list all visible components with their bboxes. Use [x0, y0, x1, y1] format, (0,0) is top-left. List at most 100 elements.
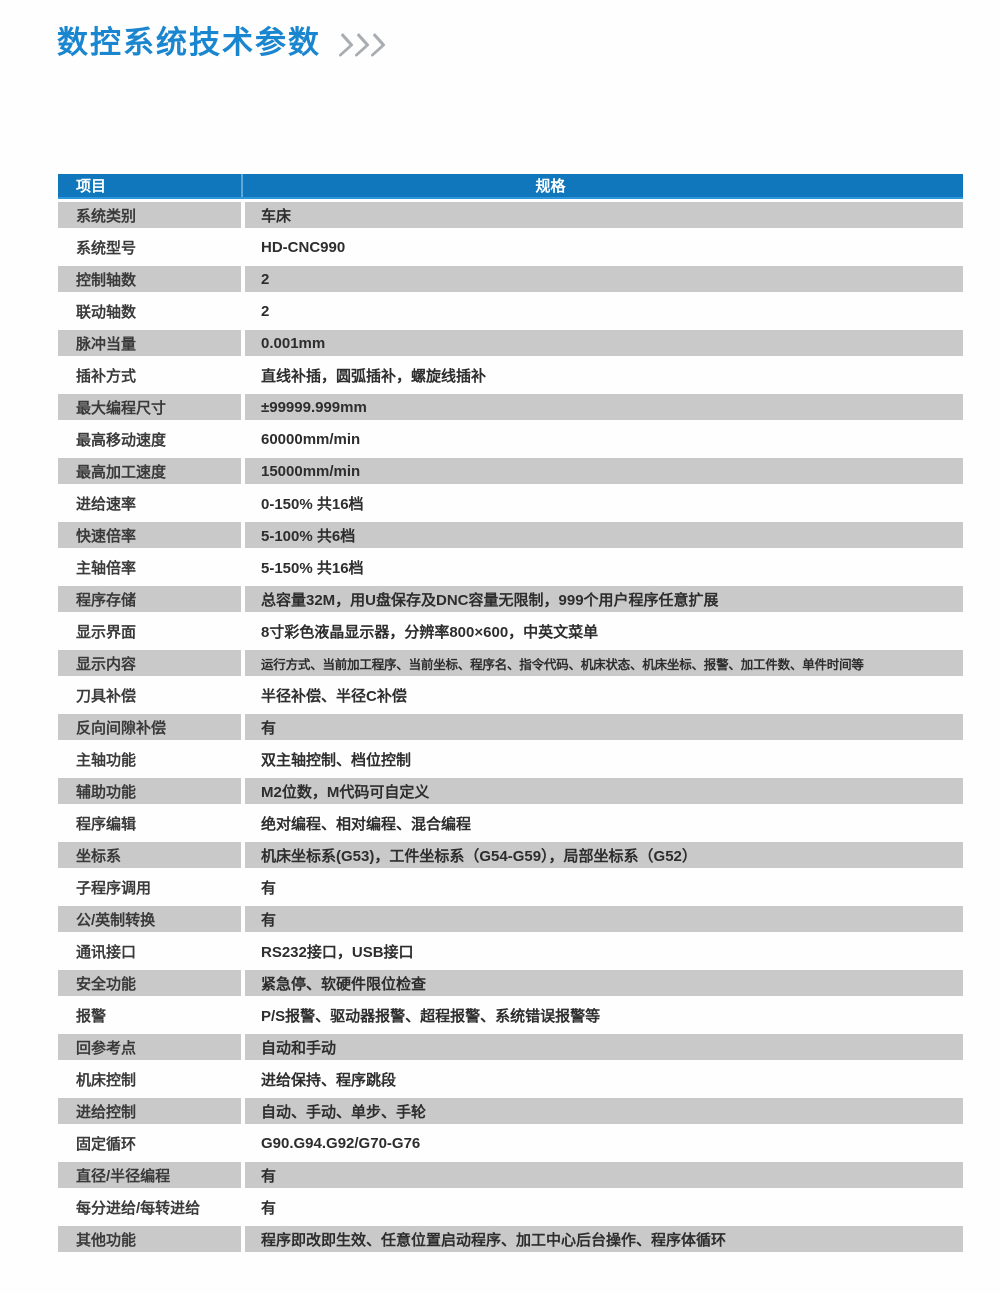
row-spec-value: M2位数，M代码可自定义: [245, 778, 963, 804]
row-spec-value: 2: [245, 266, 963, 292]
page-title: 数控系统技术参数: [57, 25, 321, 60]
row-item-label: 子程序调用: [76, 879, 152, 897]
row-item-label: 固定循环: [76, 1135, 137, 1153]
triple-chevron-right-icon: [338, 33, 386, 57]
row-spec-value: 有: [245, 906, 963, 932]
row-item-label: 最高加工速度: [58, 458, 241, 484]
row-spec-value: HD-CNC990: [261, 238, 346, 256]
row-item-label: 显示界面: [76, 623, 137, 641]
row-spec-value: 机床坐标系(G53)，工件坐标系（G54-G59），局部坐标系（G52）: [245, 842, 963, 868]
row-spec-value: 0-150% 共16档: [261, 495, 364, 513]
row-spec-value: RS232接口，USB接口: [261, 943, 414, 961]
row-spec-value: 有: [261, 1199, 277, 1217]
table-row: 联动轴数 2: [58, 298, 963, 324]
row-item-label: 程序存储: [58, 586, 241, 612]
row-spec-value: 双主轴控制、档位控制: [261, 751, 412, 769]
row-item-label: 系统类别: [58, 202, 241, 228]
table-row: 安全功能 紧急停、软硬件限位检查: [58, 970, 963, 996]
row-item-label: 机床控制: [76, 1071, 137, 1089]
row-spec-value: 运行方式、当前加工程序、当前坐标、程序名、指令代码、机床状态、机床坐标、报警、加…: [245, 650, 963, 676]
table-row: 机床控制 进给保持、程序跳段: [58, 1066, 963, 1092]
row-spec-value: 5-100% 共6档: [245, 522, 963, 548]
table-row: 主轴功能 双主轴控制、档位控制: [58, 746, 963, 772]
row-item-label: 辅助功能: [58, 778, 241, 804]
row-spec-value: 8寸彩色液晶显示器，分辨率800×600，中英文菜单: [261, 623, 599, 641]
table-row: 插补方式 直线补插，圆弧插补，螺旋线插补: [58, 362, 963, 388]
row-item-label: 脉冲当量: [58, 330, 241, 356]
row-spec-value: 自动、手动、单步、手轮: [245, 1098, 963, 1124]
row-item-label: 最高移动速度: [76, 431, 167, 449]
row-item-label: 最大编程尺寸: [58, 394, 241, 420]
row-spec-value: ±99999.999mm: [245, 394, 963, 420]
table-row: 其他功能 程序即改即生效、任意位置启动程序、加工中心后台操作、程序体循环: [58, 1226, 963, 1252]
table-row: 直径/半径编程有: [58, 1162, 963, 1188]
table-row: 反向间隙补偿有: [58, 714, 963, 740]
table-row: 固定循环 G90.G94.G92/G70-G76: [58, 1130, 963, 1156]
row-item-label: 安全功能: [58, 970, 241, 996]
row-item-label: 进给速率: [76, 495, 137, 513]
row-item-label: 坐标系: [58, 842, 241, 868]
row-spec-value: P/S报警、驱动器报警、超程报警、系统错误报警等: [261, 1007, 601, 1025]
table-row: 程序编辑 绝对编程、相对编程、混合编程: [58, 810, 963, 836]
row-spec-value: 2: [261, 302, 270, 320]
row-spec-value: 绝对编程、相对编程、混合编程: [261, 815, 472, 833]
table-row: 控制轴数 2: [58, 266, 963, 292]
row-item-label: 回参考点: [58, 1034, 241, 1060]
table-row: 显示内容 运行方式、当前加工程序、当前坐标、程序名、指令代码、机床状态、机床坐标、…: [58, 650, 963, 676]
table-row: 回参考点 自动和手动: [58, 1034, 963, 1060]
row-spec-value: 有: [245, 714, 963, 740]
row-spec-value: 有: [261, 879, 277, 897]
row-item-label: 主轴倍率: [76, 559, 137, 577]
table-row: 子程序调用 有: [58, 874, 963, 900]
table-row: 每分进给/每转进给 有: [58, 1194, 963, 1220]
table-row: 坐标系 机床坐标系(G53)，工件坐标系（G54-G59），局部坐标系（G52）: [58, 842, 963, 868]
table-body: 系统类别 车床 系统型号 HD-CNC990 控制轴数 2 联动轴数 2 脉冲当量 0.001mm…: [58, 202, 963, 1252]
row-item-label: 联动轴数: [76, 303, 137, 321]
row-item-label: 每分进给/每转进给: [76, 1199, 201, 1217]
row-item-label: 程序编辑: [76, 815, 137, 833]
row-spec-value: 0.001mm: [245, 330, 963, 356]
row-spec-value: 程序即改即生效、任意位置启动程序、加工中心后台操作、程序体循环: [245, 1226, 963, 1252]
column-header-item: 项目: [58, 174, 243, 197]
row-item-label: 快速倍率: [58, 522, 241, 548]
table-header-row: 项目 规格: [58, 174, 963, 199]
table-row: 公/英制转换有: [58, 906, 963, 932]
table-row: 刀具补偿 半径补偿、半径C补偿: [58, 682, 963, 708]
row-item-label: 系统型号: [76, 239, 137, 257]
row-item-label: 插补方式: [76, 367, 137, 385]
table-row: 系统类别 车床: [58, 202, 963, 228]
column-header-spec: 规格: [535, 178, 566, 195]
row-spec-value: 15000mm/min: [245, 458, 963, 484]
row-spec-value: 5-150% 共16档: [261, 559, 364, 577]
row-item-label: 公/英制转换: [58, 906, 241, 932]
table-row: 报警 P/S报警、驱动器报警、超程报警、系统错误报警等: [58, 1002, 963, 1028]
table-row: 快速倍率 5-100% 共6档: [58, 522, 963, 548]
row-spec-value: G90.G94.G92/G70-G76: [261, 1134, 421, 1152]
table-row: 显示界面 8寸彩色液晶显示器，分辨率800×600，中英文菜单: [58, 618, 963, 644]
row-spec-value: 紧急停、软硬件限位检查: [245, 970, 963, 996]
table-row: 主轴倍率 5-150% 共16档: [58, 554, 963, 580]
table-row: 系统型号 HD-CNC990: [58, 234, 963, 260]
table-row: 程序存储 总容量32M，用U盘保存及DNC容量无限制，999个用户程序任意扩展: [58, 586, 963, 612]
table-row: 辅助功能 M2位数，M代码可自定义: [58, 778, 963, 804]
row-item-label: 主轴功能: [76, 751, 137, 769]
spec-table: 项目 规格 系统类别 车床 系统型号 HD-CNC990 控制轴数 2 联动轴数 2 脉冲当量 0…: [58, 174, 963, 1258]
row-item-label: 刀具补偿: [76, 687, 137, 705]
row-spec-value: 总容量32M，用U盘保存及DNC容量无限制，999个用户程序任意扩展: [245, 586, 963, 612]
row-spec-value: 车床: [245, 202, 963, 228]
table-row: 进给速率 0-150% 共16档: [58, 490, 963, 516]
row-spec-value: 60000mm/min: [261, 430, 361, 448]
row-spec-value: 进给保持、程序跳段: [261, 1071, 397, 1089]
row-item-label: 控制轴数: [58, 266, 241, 292]
table-row: 通讯接口 RS232接口，USB接口: [58, 938, 963, 964]
row-item-label: 显示内容: [58, 650, 241, 676]
row-spec-value: 有: [245, 1162, 963, 1188]
row-item-label: 进给控制: [58, 1098, 241, 1124]
table-row: 最高加工速度 15000mm/min: [58, 458, 963, 484]
table-row: 脉冲当量 0.001mm: [58, 330, 963, 356]
row-item-label: 直径/半径编程: [58, 1162, 241, 1188]
row-spec-value: 半径补偿、半径C补偿: [261, 687, 407, 705]
row-spec-value: 直线补插，圆弧插补，螺旋线插补: [261, 367, 487, 385]
table-row: 进给控制 自动、手动、单步、手轮: [58, 1098, 963, 1124]
